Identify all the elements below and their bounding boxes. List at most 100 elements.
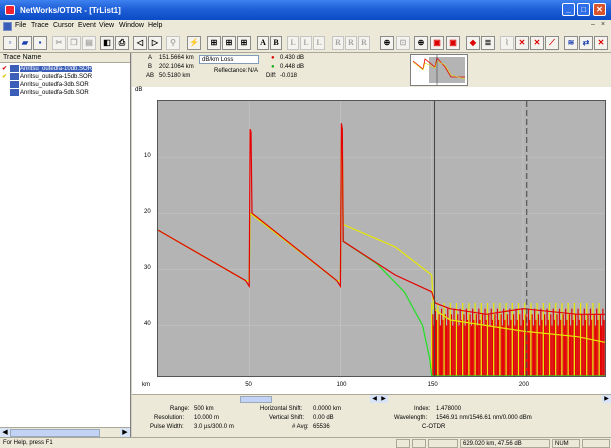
scroll-right-icon[interactable]: ▶ [120, 428, 130, 438]
otdr-graph-area[interactable]: dB 10 20 30 40 km 50 100 150 200 [132, 87, 611, 394]
print-icon[interactable]: ⎙ [115, 36, 129, 50]
graph-horizontal-scrollbar[interactable]: ◀ ▶ ▶ [132, 394, 611, 404]
trace-prev-icon[interactable]: ◁ [133, 36, 147, 50]
zoom-fit-icon[interactable]: ⊡ [396, 36, 410, 50]
pulse-width-value: 3.0 µs/300.0 m [194, 424, 234, 430]
reflectance-label: Reflectance: [214, 68, 248, 74]
menu-view[interactable]: View [99, 22, 115, 29]
mdi-minimize-icon[interactable]: – [591, 21, 595, 28]
menu-file[interactable]: File [15, 22, 27, 29]
trace-series-line[interactable] [158, 140, 605, 343]
trace-name: Anritsu_outedfa-10db.SOR [20, 66, 93, 73]
graph-scroll-end-icon[interactable]: ▶ [602, 395, 611, 404]
menu-event[interactable]: Event [78, 22, 96, 29]
grid-1-icon[interactable]: ⊞ [207, 36, 221, 50]
wizard-icon[interactable]: ⚲ [166, 36, 180, 50]
y-tick-label: 30 [144, 265, 151, 272]
resolution-value: 10.000 m [194, 415, 220, 421]
loss-l1-button[interactable]: L [287, 36, 299, 50]
trace-list-item[interactable]: Anritsu_outedfa-3db.SOR [2, 81, 89, 89]
copy-icon[interactable]: ❐ [67, 36, 81, 50]
reset-icon[interactable]: ✕ [594, 36, 608, 50]
event-icon[interactable]: ⌇ [500, 36, 514, 50]
trace-check-icon[interactable]: ✔ [2, 66, 8, 73]
menu-cursor[interactable]: Cursor [53, 22, 75, 29]
loss-l2-button[interactable]: L [300, 36, 312, 50]
diff-label: Diff: [266, 73, 277, 79]
close-button[interactable]: ✕ [593, 3, 606, 16]
trace-list-scrollbar[interactable]: ◀ ▶ [0, 427, 130, 438]
trace-color-icon[interactable]: ◆ [466, 36, 480, 50]
event-edit-icon[interactable]: ⟋ [545, 36, 559, 50]
trace-file-icon [10, 81, 19, 88]
compare-icon[interactable]: ⇄ [579, 36, 593, 50]
event-add-icon[interactable]: ✕ [515, 36, 529, 50]
trace-overview-thumbnail[interactable] [410, 54, 468, 86]
event-delete-icon[interactable]: ✕ [530, 36, 544, 50]
menu-help[interactable]: Help [148, 22, 163, 29]
trace-check-icon[interactable]: ✔ [2, 74, 8, 81]
num-lock-indicator: NUM [552, 439, 580, 448]
trace-name: Anritsu_outedfa-15db.SOR [20, 74, 93, 81]
graph-scroll-thumb[interactable] [240, 396, 272, 403]
trace-list-item[interactable]: Anritsu_outedfa-5db.SOR [2, 89, 89, 97]
loss-l3-button[interactable]: L [313, 36, 325, 50]
diff-value: -0.018 [280, 73, 298, 79]
zoom-out-icon[interactable]: ▣ [446, 36, 460, 50]
document-icon [3, 22, 12, 31]
otdr-trace-chart[interactable] [158, 101, 605, 376]
save-icon[interactable]: ▪ [33, 36, 47, 50]
trace-list-panel: Trace Name ✔ Anritsu_outedfa-10db.SOR ✔ Anr… [0, 53, 131, 438]
menu-bar: File Trace Cursor Event View Window Help… [0, 20, 611, 33]
refl-r3-button[interactable]: R [358, 36, 370, 50]
zoom-icon[interactable]: ⊕ [380, 36, 394, 50]
averages-label: # Avg: [292, 424, 309, 430]
cursor-b-button[interactable]: B [270, 36, 282, 50]
trace-file-icon [10, 73, 19, 80]
grid-3-icon[interactable]: ⊞ [237, 36, 251, 50]
trace-list-item[interactable]: ✔ Anritsu_outedfa-10db.SOR [2, 65, 93, 73]
cut-icon[interactable]: ✂ [52, 36, 66, 50]
maximize-button[interactable]: □ [577, 3, 590, 16]
graph-scroll-right-icon[interactable]: ▶ [379, 395, 388, 404]
otdr-mode-value: C-OTDR [422, 424, 446, 430]
vertical-shift-value: 0.00 dB [313, 415, 334, 421]
trace-series-line[interactable] [158, 123, 605, 315]
y-tick-label: 10 [144, 153, 151, 160]
loss-mode-value: dB/km Loss [202, 57, 234, 63]
minimize-button[interactable]: _ [562, 3, 575, 16]
zoom-area-icon[interactable]: ▣ [430, 36, 444, 50]
new-icon[interactable]: ▫ [3, 36, 17, 50]
mdi-close-icon[interactable]: × [601, 21, 606, 28]
open-icon[interactable]: ▰ [18, 36, 32, 50]
cursor-ab-value: 50.5180 km [159, 73, 191, 79]
trace-list-item[interactable]: ✔ Anritsu_outedfa-15db.SOR [2, 73, 92, 81]
scroll-left-icon[interactable]: ◀ [0, 428, 10, 438]
paste-icon[interactable]: ▤ [82, 36, 96, 50]
grid-2-icon[interactable]: ⊞ [222, 36, 236, 50]
zoom-in-icon[interactable]: ⊕ [414, 36, 428, 50]
trace-list-icon[interactable]: ≣ [481, 36, 495, 50]
trace-name: Anritsu_outedfa-3db.SOR [20, 82, 89, 89]
menu-trace[interactable]: Trace [31, 22, 49, 29]
range-label: Range: [170, 406, 190, 412]
status-pane-3 [428, 439, 458, 448]
refl-r1-button[interactable]: R [332, 36, 344, 50]
overlay-icon[interactable]: ≋ [564, 36, 578, 50]
loss-b-dot-icon: ● [271, 64, 275, 70]
trace-next-icon[interactable]: ▷ [148, 36, 162, 50]
scroll-thumb[interactable] [10, 429, 100, 437]
cursor-a-button[interactable]: A [257, 36, 269, 50]
refl-r2-button[interactable]: R [345, 36, 357, 50]
loss-mode-select[interactable]: dB/km Loss [199, 55, 259, 64]
menu-window[interactable]: Window [119, 22, 144, 29]
graph-scroll-left-icon[interactable]: ◀ [370, 395, 379, 404]
print-preview-icon[interactable]: ◧ [100, 36, 114, 50]
loss-b-value: 0.448 dB [280, 64, 305, 70]
analysis-icon[interactable]: ⚡ [187, 36, 201, 50]
resolution-label: Resolution: [154, 415, 185, 421]
otdr-plot[interactable] [157, 100, 606, 377]
measurement-info-bar: Range: 500 km Resolution: 10.000 m Pulse… [132, 403, 611, 437]
pulse-width-label: Pulse Width: [150, 424, 184, 430]
trace-name: Anritsu_outedfa-5db.SOR [20, 90, 89, 97]
